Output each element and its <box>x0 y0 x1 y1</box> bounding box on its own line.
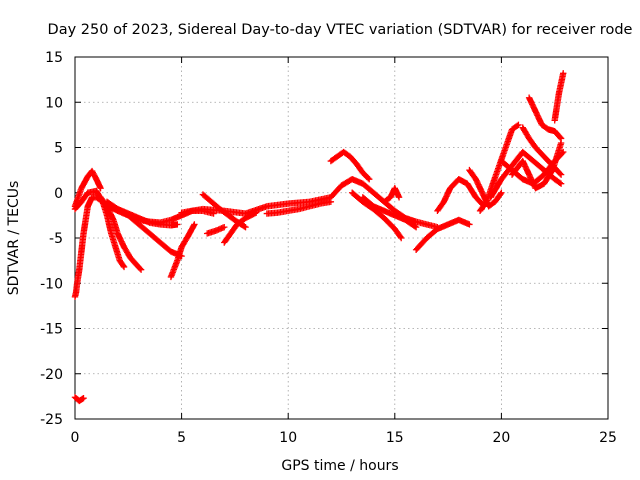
series-arc-h <box>71 394 87 405</box>
series-arc-f <box>167 221 198 281</box>
series-arc-g <box>114 205 181 229</box>
data-point-trace <box>327 148 373 183</box>
data-point-trace <box>525 94 565 142</box>
x-tick-label: 20 <box>492 430 510 446</box>
series-arc-n <box>327 148 373 183</box>
grid <box>75 57 608 419</box>
series-arc-aa <box>551 70 567 124</box>
series-arc-d <box>97 194 145 273</box>
y-tick-label: -5 <box>49 231 63 247</box>
data-point-trace <box>114 205 181 229</box>
series-arc-z <box>525 94 565 142</box>
series-arc-y <box>519 124 565 178</box>
data-point-trace <box>348 189 405 242</box>
axis-ticks: 0 5 10 15 20 25 -25 -20 -15 -10 -5 0 5 10 15 <box>40 50 617 446</box>
data-point-trace <box>380 185 403 205</box>
x-tick-label: 25 <box>599 430 617 446</box>
data-point-trace <box>466 166 505 210</box>
y-tick-label: 10 <box>45 95 63 111</box>
data-point-trace <box>263 198 335 217</box>
chart-title: Day 250 of 2023, Sidereal Day-to-day VTE… <box>48 22 633 38</box>
y-tick-label: -10 <box>40 276 63 292</box>
series-arc-t <box>466 166 505 210</box>
y-axis-label: SDTVAR / TECUs <box>6 181 22 296</box>
data-point-trace <box>221 209 260 246</box>
x-tick-label: 5 <box>177 430 186 446</box>
series-arc-r <box>412 216 473 253</box>
data-point-trace <box>551 70 567 124</box>
data-marks <box>71 70 567 405</box>
x-tick-label: 0 <box>71 430 80 446</box>
y-tick-label: -15 <box>40 322 63 338</box>
data-point-trace <box>203 223 228 237</box>
data-point-trace <box>97 194 145 273</box>
series-arc-q <box>380 185 403 205</box>
data-point-trace <box>519 124 565 178</box>
x-tick-label: 10 <box>279 430 297 446</box>
y-tick-label: 5 <box>54 141 63 157</box>
x-tick-label: 15 <box>386 430 404 446</box>
y-tick-label: -25 <box>40 412 63 428</box>
series-arc-p <box>359 194 420 231</box>
y-tick-label: -20 <box>40 367 63 383</box>
series-arc-j <box>203 223 228 237</box>
y-tick-label: 0 <box>54 186 63 202</box>
series-arc-o <box>348 189 405 242</box>
series-arc-m <box>263 198 335 217</box>
x-axis-label: GPS time / hours <box>281 458 398 474</box>
data-point-trace <box>412 216 473 253</box>
data-point-trace <box>71 394 87 405</box>
series-arc-s <box>434 175 488 215</box>
data-point-trace <box>167 221 198 281</box>
series-arc-k <box>221 209 260 246</box>
data-point-trace <box>359 194 420 231</box>
data-point-trace <box>434 175 488 215</box>
y-tick-label: 15 <box>45 50 63 66</box>
